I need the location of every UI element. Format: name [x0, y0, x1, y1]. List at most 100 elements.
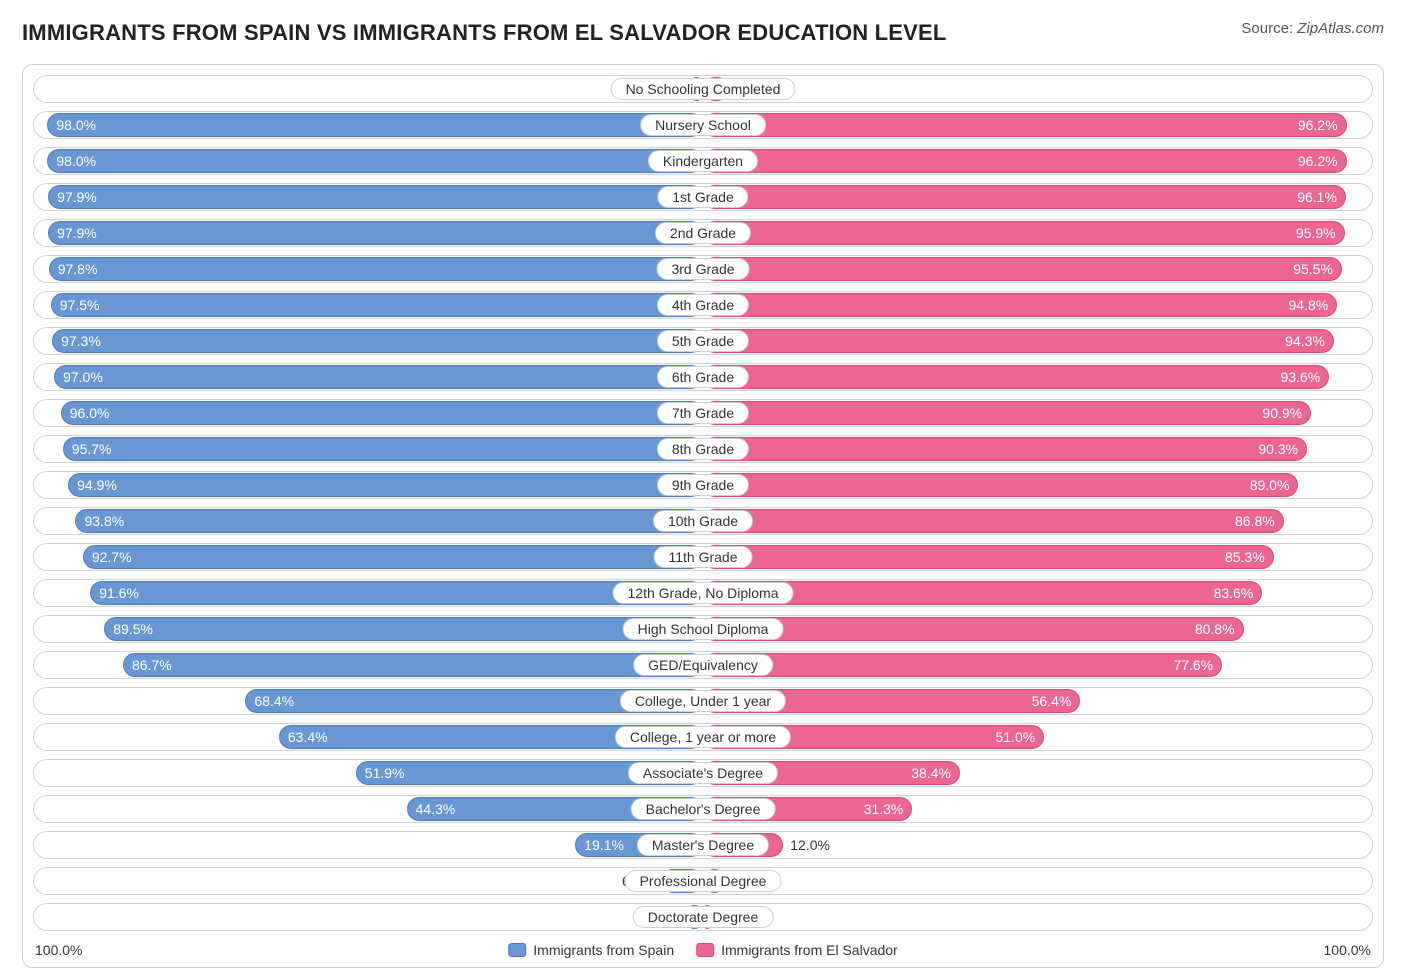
- bar-elsalvador: 89.0%: [703, 473, 1298, 497]
- bar-elsalvador: 94.8%: [703, 293, 1337, 317]
- chart-row: 97.8%95.5%3rd Grade: [33, 255, 1373, 283]
- chart-row: 97.3%94.3%5th Grade: [33, 327, 1373, 355]
- chart-row: 97.5%94.8%4th Grade: [33, 291, 1373, 319]
- chart-row: 44.3%31.3%Bachelor's Degree: [33, 795, 1373, 823]
- bar-spain: 94.9%: [68, 473, 703, 497]
- bar-elsalvador: 93.6%: [703, 365, 1329, 389]
- category-label: 1st Grade: [657, 186, 748, 208]
- track-left: 2.6%: [34, 904, 703, 930]
- category-label: 12th Grade, No Diploma: [613, 582, 794, 604]
- value-label-spain: 44.3%: [416, 801, 456, 817]
- track-left: 94.9%: [34, 472, 703, 498]
- legend-item-spain: Immigrants from Spain: [508, 942, 674, 958]
- track-right: 96.2%: [703, 112, 1372, 138]
- bar-spain: 95.7%: [63, 437, 703, 461]
- value-label-elsalvador: 31.3%: [864, 801, 904, 817]
- category-label: 8th Grade: [657, 438, 749, 460]
- track-left: 98.0%: [34, 112, 703, 138]
- bar-spain: 92.7%: [83, 545, 703, 569]
- chart-row: 94.9%89.0%9th Grade: [33, 471, 1373, 499]
- track-right: 83.6%: [703, 580, 1372, 606]
- swatch-elsalvador: [696, 943, 714, 957]
- track-left: 96.0%: [34, 400, 703, 426]
- value-label-spain: 97.8%: [58, 261, 98, 277]
- chart-row: 51.9%38.4%Associate's Degree: [33, 759, 1373, 787]
- track-right: 96.1%: [703, 184, 1372, 210]
- category-label: 11th Grade: [653, 546, 752, 568]
- track-left: 19.1%: [34, 832, 703, 858]
- value-label-elsalvador: 80.8%: [1195, 621, 1235, 637]
- track-left: 97.3%: [34, 328, 703, 354]
- chart-row: 93.8%86.8%10th Grade: [33, 507, 1373, 535]
- chart-row: 97.9% 96.1%1st Grade: [33, 183, 1373, 211]
- header: IMMIGRANTS FROM SPAIN VS IMMIGRANTS FROM…: [22, 20, 1384, 46]
- chart-row: 92.7% 85.3% 11th Grade: [33, 543, 1373, 571]
- bar-spain: 97.5%: [51, 293, 703, 317]
- value-label-elsalvador: 96.2%: [1298, 117, 1338, 133]
- value-label-spain: 94.9%: [77, 477, 117, 493]
- bar-elsalvador: 96.2%: [703, 113, 1347, 137]
- track-right: 96.2%: [703, 148, 1372, 174]
- bar-spain: 89.5%: [104, 617, 703, 641]
- value-label-spain: 51.9%: [365, 765, 405, 781]
- chart-row: 98.0% 96.2% Nursery School: [33, 111, 1373, 139]
- value-label-spain: 97.9%: [57, 225, 97, 241]
- track-right: 38.4%: [703, 760, 1372, 786]
- track-left: 97.8%: [34, 256, 703, 282]
- legend-label-elsalvador: Immigrants from El Salvador: [721, 942, 898, 958]
- value-label-spain: 91.6%: [99, 585, 139, 601]
- track-left: 51.9%: [34, 760, 703, 786]
- legend-label-spain: Immigrants from Spain: [533, 942, 674, 958]
- category-label: 2nd Grade: [655, 222, 751, 244]
- track-right: 90.9%: [703, 400, 1372, 426]
- value-label-elsalvador: 90.3%: [1258, 441, 1298, 457]
- track-right: 93.6%: [703, 364, 1372, 390]
- track-right: 94.8%: [703, 292, 1372, 318]
- value-label-spain: 98.0%: [56, 117, 96, 133]
- bar-elsalvador: 96.2%: [703, 149, 1347, 173]
- value-label-elsalvador: 94.8%: [1289, 297, 1329, 313]
- category-label: 7th Grade: [657, 402, 749, 424]
- track-right: 90.3%: [703, 436, 1372, 462]
- track-left: 97.9%: [34, 184, 703, 210]
- category-label: Master's Degree: [637, 834, 769, 856]
- bar-spain: 97.8%: [49, 257, 703, 281]
- track-left: 68.4%: [34, 688, 703, 714]
- track-left: 6.3%: [34, 868, 703, 894]
- track-right: 1.4%: [703, 904, 1372, 930]
- chart-row: 19.1%12.0%Master's Degree: [33, 831, 1373, 859]
- value-label-elsalvador: 93.6%: [1280, 369, 1320, 385]
- value-label-spain: 86.7%: [132, 657, 172, 673]
- education-diverging-chart: 2.0%3.9%No Schooling Completed98.0%96.2%…: [22, 64, 1384, 968]
- category-label: GED/Equivalency: [633, 654, 773, 676]
- track-right: 31.3%: [703, 796, 1372, 822]
- chart-row: 96.0%90.9%7th Grade: [33, 399, 1373, 427]
- category-label: Kindergarten: [648, 150, 758, 172]
- value-label-spain: 68.4%: [254, 693, 294, 709]
- category-label: Doctorate Degree: [633, 906, 774, 928]
- bar-elsalvador: 77.6%: [703, 653, 1222, 677]
- value-label-spain: 95.7%: [72, 441, 112, 457]
- bar-elsalvador: 95.9%: [703, 221, 1345, 245]
- chart-row: 6.3%3.5%Professional Degree: [33, 867, 1373, 895]
- bar-elsalvador: 95.5%: [703, 257, 1342, 281]
- value-label-elsalvador: 77.6%: [1173, 657, 1213, 673]
- swatch-spain: [508, 943, 526, 957]
- track-left: 91.6%: [34, 580, 703, 606]
- legend-item-elsalvador: Immigrants from El Salvador: [696, 942, 898, 958]
- bar-spain: 97.0%: [54, 365, 703, 389]
- value-label-spain: 98.0%: [56, 153, 96, 169]
- value-label-elsalvador: 94.3%: [1285, 333, 1325, 349]
- value-label-elsalvador: 85.3%: [1225, 549, 1265, 565]
- track-right: 89.0%: [703, 472, 1372, 498]
- value-label-spain: 89.5%: [113, 621, 153, 637]
- value-label-spain: 97.9%: [57, 189, 97, 205]
- bar-elsalvador: 96.1%: [703, 185, 1346, 209]
- track-right: 3.9%: [703, 76, 1372, 102]
- category-label: 10th Grade: [653, 510, 753, 532]
- source-label: Source:: [1241, 20, 1297, 37]
- bar-spain: 97.9%: [48, 221, 703, 245]
- value-label-elsalvador: 86.8%: [1235, 513, 1275, 529]
- axis-label-left: 100.0%: [35, 942, 82, 958]
- category-label: Nursery School: [640, 114, 766, 136]
